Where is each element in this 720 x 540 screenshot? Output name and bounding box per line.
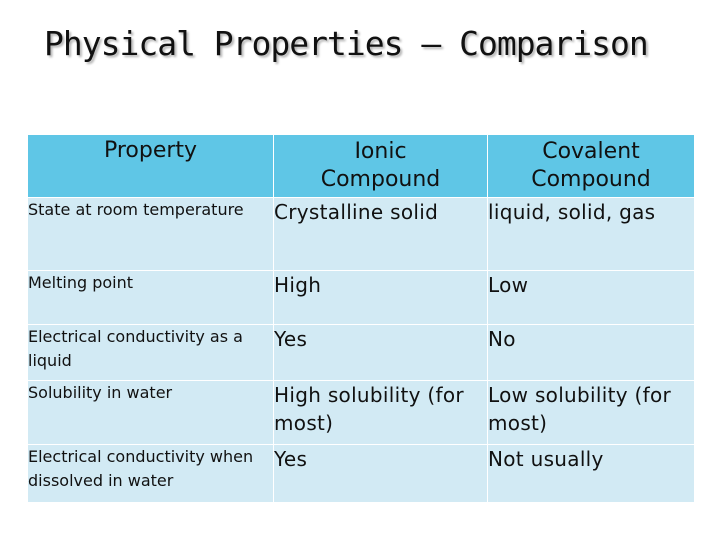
covalent-cell: Low solubility (for most): [487, 380, 695, 445]
table-header-row: Property Ionic Compound Covalent Compoun…: [27, 134, 695, 198]
ionic-cell: High solubility (for most): [273, 380, 488, 445]
covalent-cell: Not usually: [487, 444, 695, 503]
ionic-cell: High: [273, 270, 488, 325]
property-cell: Electrical conductivity as a liquid: [27, 324, 274, 381]
header-property: Property: [27, 134, 274, 198]
table-row: State at room temperature Crystalline so…: [27, 197, 695, 271]
table-row: Melting point High Low: [27, 270, 695, 325]
table-row: Electrical conductivity as a liquid Yes …: [27, 324, 695, 381]
header-covalent: Covalent Compound: [487, 134, 695, 198]
table-row: Electrical conductivity when dissolved i…: [27, 444, 695, 503]
ionic-cell: Yes: [273, 324, 488, 381]
property-cell: Electrical conductivity when dissolved i…: [27, 444, 274, 503]
ionic-cell: Crystalline solid: [273, 197, 488, 271]
property-cell: Melting point: [27, 270, 274, 325]
ionic-cell: Yes: [273, 444, 488, 503]
property-cell: State at room temperature: [27, 197, 274, 271]
covalent-cell: liquid, solid, gas: [487, 197, 695, 271]
covalent-cell: No: [487, 324, 695, 381]
covalent-cell: Low: [487, 270, 695, 325]
table-row: Solubility in water High solubility (for…: [27, 380, 695, 445]
properties-table: Property Ionic Compound Covalent Compoun…: [27, 134, 695, 503]
property-cell: Solubility in water: [27, 380, 274, 445]
header-ionic: Ionic Compound: [273, 134, 488, 198]
slide-title: Physical Properties – Comparison: [44, 24, 649, 63]
